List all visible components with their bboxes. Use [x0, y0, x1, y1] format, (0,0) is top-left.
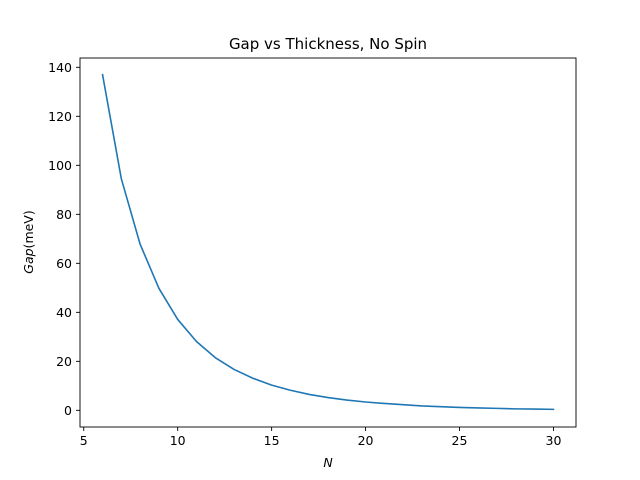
axes-frame	[79, 57, 577, 428]
x-axis-label-text: N	[323, 455, 333, 470]
x-tick-label-20: 20	[358, 433, 374, 448]
y-tick-label-140: 140	[48, 60, 72, 75]
x-tick-label-15: 15	[264, 433, 280, 448]
series-line-0	[101, 73, 555, 411]
x-axis-label: N	[323, 455, 333, 470]
y-axis-label-italic: Gap	[21, 248, 36, 273]
axes-layer: 5 10 15 20 25 30 0 20 40 60 80 100 120 140	[48, 57, 577, 448]
y-tick-label-40: 40	[56, 305, 72, 320]
y-tick-label-80: 80	[56, 207, 72, 222]
plot-layer	[101, 73, 555, 411]
y-tick-label-120: 120	[48, 109, 72, 124]
y-axis-label-unit: (meV)	[21, 210, 36, 248]
chart-title: Gap vs Thickness, No Spin	[229, 35, 427, 53]
y-tick-label-100: 100	[48, 158, 72, 173]
x-tick-label-25: 25	[452, 433, 468, 448]
y-tick-label-20: 20	[56, 354, 72, 369]
x-tick-label-5: 5	[80, 433, 88, 448]
y-axis-label: Gap(meV)	[21, 210, 36, 273]
x-tick-label-10: 10	[170, 433, 186, 448]
y-tick-label-60: 60	[56, 256, 72, 271]
y-tick-label-0: 0	[64, 403, 72, 418]
x-tick-label-30: 30	[546, 433, 562, 448]
